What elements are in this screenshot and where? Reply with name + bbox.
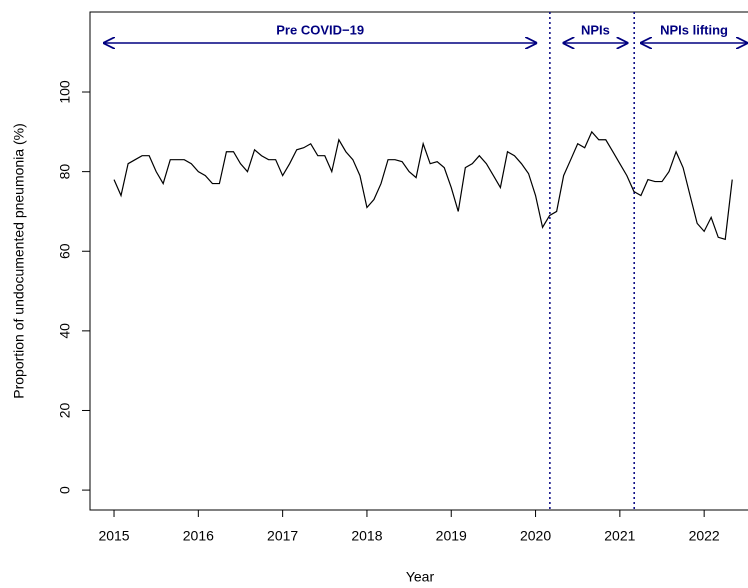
x-tick-label: 2020 <box>520 528 551 544</box>
y-tick-label: 80 <box>57 164 73 180</box>
x-tick-label: 2022 <box>689 528 720 544</box>
y-tick-label: 60 <box>57 243 73 259</box>
x-tick-label: 2017 <box>267 528 298 544</box>
x-tick-label: 2018 <box>351 528 382 544</box>
x-tick-label: 2016 <box>183 528 214 544</box>
phase-label: NPIs <box>581 22 610 37</box>
phase-label: NPIs lifting <box>660 22 728 37</box>
x-axis-label: Year <box>406 569 435 585</box>
y-tick-label: 100 <box>57 80 73 104</box>
y-tick-label: 20 <box>57 402 73 418</box>
y-axis-label: Proportion of undocumented pneumonia (%) <box>11 123 27 399</box>
data-line <box>113 130 733 241</box>
x-tick-label: 2015 <box>98 528 129 544</box>
x-tick-label: 2021 <box>604 528 635 544</box>
y-tick-label: 40 <box>57 323 73 339</box>
y-tick-label: 0 <box>57 486 73 494</box>
x-tick-label: 2019 <box>436 528 467 544</box>
phase-label: Pre COVID−19 <box>276 22 364 37</box>
plot-frame <box>89 11 748 511</box>
